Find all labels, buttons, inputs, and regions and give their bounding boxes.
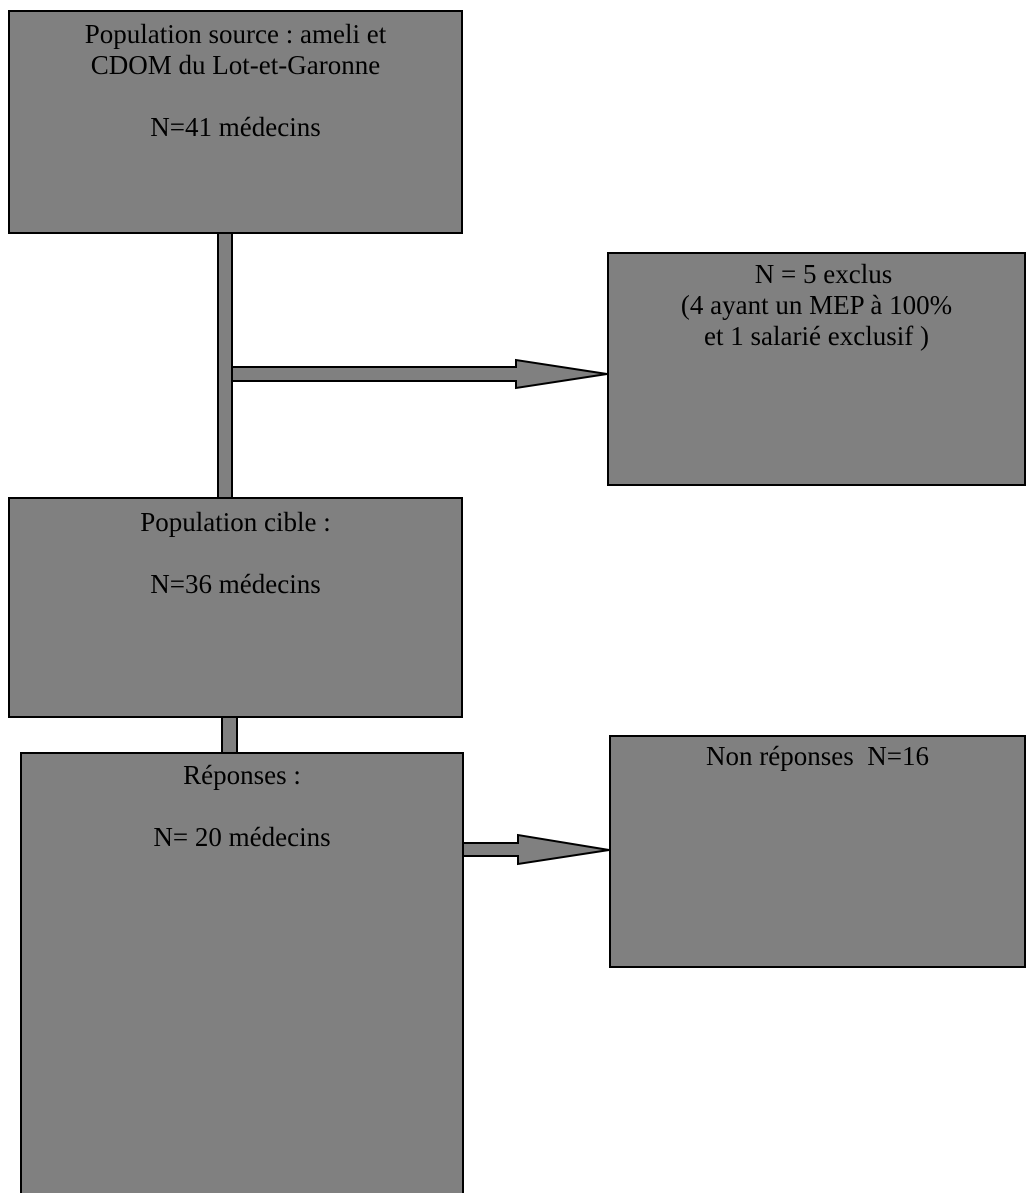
exclus-line-1: N = 5 exclus [754,259,893,289]
box-reponses: Réponses : N= 20 médecins [20,752,464,1193]
box-exclus: N = 5 exclus (4 ayant un MEP à 100% et 1… [607,252,1026,486]
non-reponses-title: Non réponses N=16 [706,741,929,771]
box-non-reponses: Non réponses N=16 [609,735,1026,968]
exclus-line-3: et 1 salarié exclusif ) [704,321,929,351]
reponses-count: N= 20 médecins [153,822,331,852]
source-line-1: Population source : ameli et [84,19,387,49]
cible-title: Population cible : [140,507,331,537]
exclus-line-2: (4 ayant un MEP à 100% [680,290,953,320]
connector-source-to-cible [217,231,233,501]
reponses-title: Réponses : [183,760,301,790]
arrow-to-exclus [231,358,608,390]
cible-count: N=36 médecins [150,569,321,599]
source-line-2: CDOM du Lot-et-Garonne [90,50,381,80]
box-population-source: Population source : ameli et CDOM du Lot… [8,10,463,234]
box-population-cible: Population cible : N=36 médecins [8,497,463,718]
source-count: N=41 médecins [150,112,321,142]
